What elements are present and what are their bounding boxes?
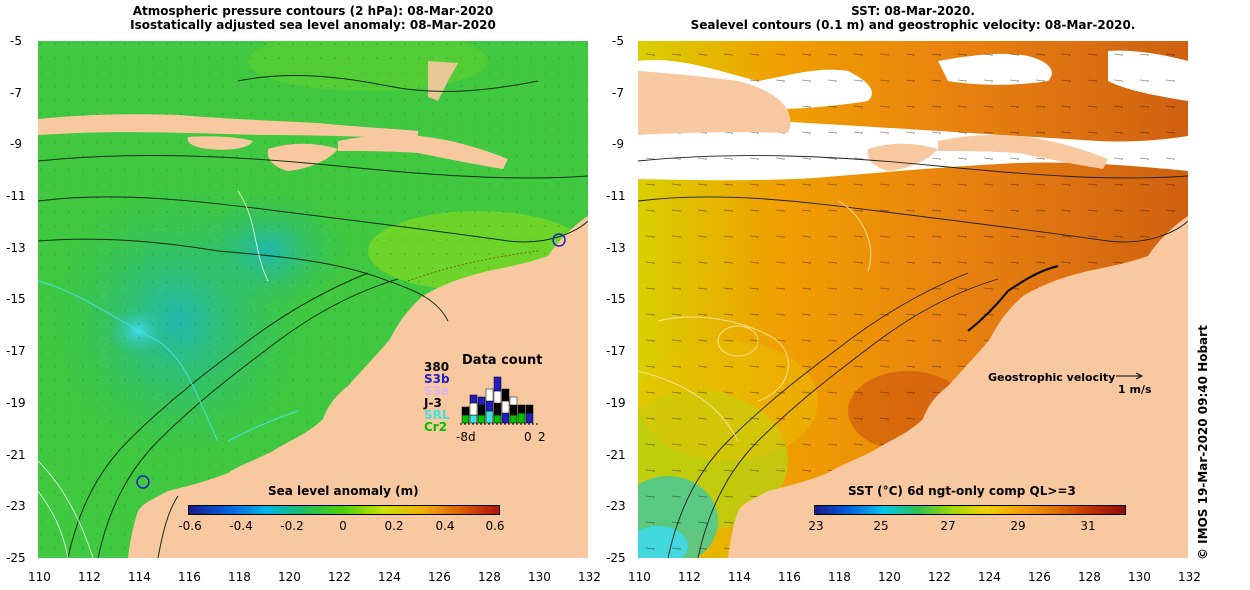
right-lon-tick: 130: [1128, 570, 1151, 584]
right-lon-tick: 118: [828, 570, 851, 584]
ssh-tick-0: -0.6: [178, 519, 202, 533]
left-lat-tick: -5: [10, 34, 22, 48]
right-lat-tick: -17: [606, 344, 626, 358]
left-lon-tick: 122: [328, 570, 351, 584]
right-lat-tick: -9: [612, 137, 624, 151]
lesser-sunda-land-sst: [938, 134, 1108, 169]
sea-level-anomaly-map: 380 Data count S3b S3a J-3 SRL Cr2: [38, 41, 588, 558]
data-count-xlabel-zero: 0: [524, 430, 532, 444]
ssh-tick-4: 0.2: [384, 519, 404, 533]
ssh-colorbar: [188, 505, 500, 515]
australia-land: [128, 216, 588, 558]
right-lat-tick: -19: [606, 396, 626, 410]
mission-label-s3b: S3b: [424, 372, 450, 386]
left-lat-tick: -23: [6, 499, 26, 513]
right-lat-tick: -25: [606, 551, 626, 565]
left-lon-tick: 130: [528, 570, 551, 584]
left-lon-tick: 128: [478, 570, 501, 584]
ssh-tick-2: -0.2: [280, 519, 304, 533]
left-lon-tick: 114: [128, 570, 151, 584]
ssh-tick-1: -0.4: [229, 519, 253, 533]
left-lat-tick: -11: [6, 189, 26, 203]
left-lat-tick: -17: [6, 344, 26, 358]
bali-land: [187, 136, 253, 150]
mission-label-cr2: Cr2: [424, 420, 448, 434]
ssh-colorbar-title: Sea level anomaly (m): [268, 484, 419, 498]
left-lon-tick: 110: [28, 570, 51, 584]
left-lat-tick: -21: [6, 448, 26, 462]
ssh-tick-5: 0.4: [435, 519, 455, 533]
velocity-scale: 1 m/s: [1118, 383, 1152, 396]
timor-land: [267, 143, 338, 171]
left-lat-tick: -9: [10, 137, 22, 151]
mission-label-j3: J-3: [424, 396, 442, 410]
sst-tick-0: 23: [808, 519, 824, 533]
data-count-bars: [460, 376, 538, 425]
mission-label-s3a: S3a: [424, 384, 450, 398]
right-lon-tick: 110: [628, 570, 651, 584]
ssh-map-svg: [38, 41, 588, 558]
right-lon-tick: 126: [1028, 570, 1051, 584]
right-lat-tick: -5: [612, 34, 624, 48]
sst-tick-4: 31: [1080, 519, 1096, 533]
sst-tick-3: 29: [1010, 519, 1026, 533]
left-lat-tick: -7: [10, 86, 22, 100]
ssh-tick-3: 0: [339, 519, 347, 533]
velocity-arrow-icon: [1116, 372, 1144, 380]
australia-land-sst: [728, 216, 1188, 558]
data-count-inset: 380 Data count S3b S3a J-3 SRL Cr2: [416, 353, 556, 453]
left-lat-tick: -13: [6, 241, 26, 255]
ssh-tick-6: 0.6: [485, 519, 505, 533]
left-lon-tick: 118: [228, 570, 251, 584]
right-lat-tick: -15: [606, 292, 626, 306]
mission-label-srl: SRL: [424, 408, 450, 422]
right-lat-tick: -23: [606, 499, 626, 513]
right-lon-tick: 112: [678, 570, 701, 584]
right-lon-tick: 132: [1178, 570, 1201, 584]
right-lat-tick: -13: [606, 241, 626, 255]
timor-land-sst: [867, 143, 938, 171]
left-title-line1: Atmospheric pressure contours (2 hPa): 0…: [132, 4, 494, 18]
right-lat-tick: -7: [612, 86, 624, 100]
left-lat-tick: -15: [6, 292, 26, 306]
right-lon-tick: 122: [928, 570, 951, 584]
left-title-line2: Isostatically adjusted sea level anomaly…: [130, 18, 496, 32]
right-lat-tick: -21: [606, 448, 626, 462]
java-land-sst: [638, 71, 791, 135]
data-count-xlabel-start: -8d: [456, 430, 476, 444]
left-lon-tick: 126: [428, 570, 451, 584]
left-lon-tick: 112: [78, 570, 101, 584]
right-lon-tick: 114: [728, 570, 751, 584]
left-lon-tick: 132: [578, 570, 601, 584]
left-lon-tick: 120: [278, 570, 301, 584]
left-lon-tick: 116: [178, 570, 201, 584]
right-title-line2: Sealevel contours (0.1 m) and geostrophi…: [690, 18, 1136, 32]
right-lon-tick: 116: [778, 570, 801, 584]
sst-tick-1: 25: [873, 519, 889, 533]
right-lon-tick: 128: [1078, 570, 1101, 584]
sst-map-svg: [638, 41, 1188, 558]
imos-credit: © IMOS 19-Mar-2020 09:40 Hobart: [1196, 325, 1210, 560]
java-land: [38, 114, 418, 139]
sst-colorbar: [814, 505, 1126, 515]
data-count-max: 380: [424, 360, 450, 374]
data-count-xlabel-end: 2: [538, 430, 546, 444]
sst-colorbar-title: SST (°C) 6d ngt-only comp QL>=3: [848, 484, 1076, 498]
right-lon-tick: 120: [878, 570, 901, 584]
lesser-sunda-land: [338, 134, 508, 169]
velocity-label: Geostrophic velocity: [988, 371, 1116, 384]
sst-map: Geostrophic velocity 1 m/s SST (°C) 6d n…: [638, 41, 1188, 558]
coast-black: [967, 265, 1059, 332]
data-count-title: Data count: [462, 353, 543, 368]
left-lon-tick: 124: [378, 570, 401, 584]
right-lat-tick: -11: [606, 189, 626, 203]
right-title-line1: SST: 08-Mar-2020.: [851, 4, 975, 18]
sst-tick-2: 27: [940, 519, 956, 533]
left-lat-tick: -19: [6, 396, 26, 410]
right-lon-tick: 124: [978, 570, 1001, 584]
left-lat-tick: -25: [6, 551, 26, 565]
